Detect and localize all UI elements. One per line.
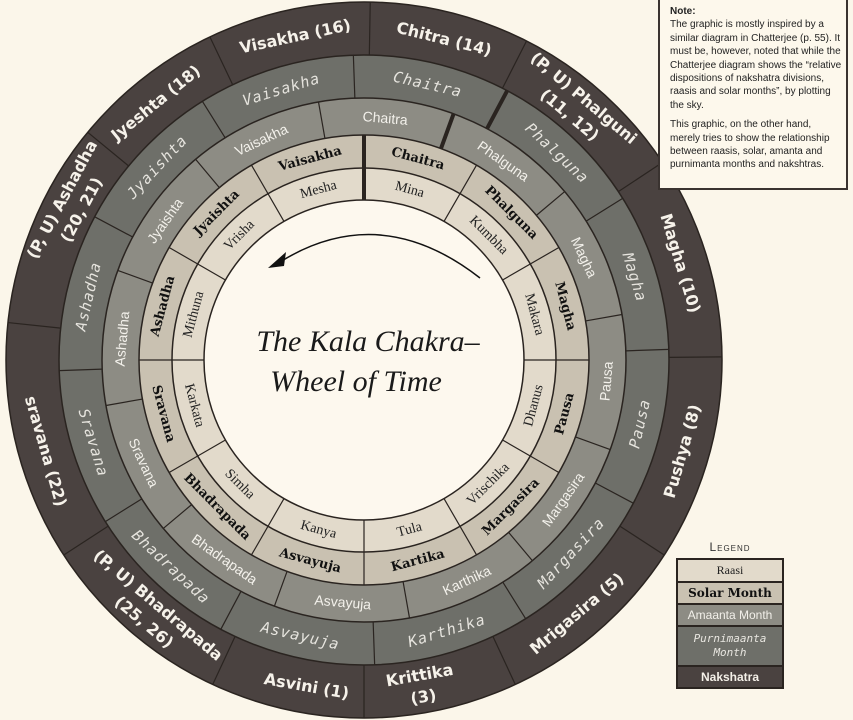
purnimanta-divider [372,621,376,665]
amanta-month-label-text: Chaitra [362,108,409,128]
amanta-divider [535,191,566,216]
purnimanta-divider [485,89,509,130]
legend-purnimaanta-month: Purnimaanta Month [678,627,782,667]
purnimanta-divider [502,581,527,619]
amanta-month-label-text: Ashadha [112,310,133,367]
legend-raasi: Raasi [678,560,782,583]
amanta-divider [585,313,623,322]
raasi-solar-divider [443,164,478,222]
purnimanta-divider [220,591,242,630]
amanta-divider [575,436,611,451]
nakshatra-divider [63,525,109,556]
legend: Legend Raasi Solar Month Amaanta Month P… [676,540,784,689]
raasi-solar-divider [250,498,285,556]
purnimanta-divider [201,101,226,139]
legend-nakshatra: Nakshatra [678,667,782,687]
purnimanta-divider [595,482,634,504]
amanta-month-label-text: Pausa [596,360,615,401]
raasi-solar-divider [502,246,560,281]
purnimanta-divider [352,55,356,99]
amanta-divider [508,531,533,562]
amanta-month-label: Asvayuja [314,592,372,613]
amanta-month-label: Ashadha [112,310,133,367]
purnimanta-divider [59,368,103,372]
purnimanta-divider [94,216,133,238]
raasi-solar-divider [502,439,560,474]
note-paragraph-1: The graphic is mostly inspired by a simi… [670,19,842,111]
nakshatra-divider [368,2,371,56]
amanta-divider [117,269,153,284]
nakshatra-divider [209,36,234,85]
purnimanta-divider [105,498,143,523]
amanta-month-label-text: Asvayuja [314,592,372,613]
raasi-solar-divider [168,246,226,281]
nakshatra-divider [618,161,663,193]
amanta-month-label: Chaitra [362,108,409,128]
legend-amaanta-month: Amaanta Month [678,605,782,627]
note-heading: Note: [670,6,696,17]
raasi-label: Tula [395,519,424,540]
legend-box: Raasi Solar Month Amaanta Month Purnimaa… [676,558,784,689]
amanta-month-label: Pausa [596,360,615,401]
nakshatra-label-text: (3) [409,685,438,708]
amanta-divider [195,158,220,189]
amanta-divider [317,101,326,139]
nakshatra-divider [492,636,516,685]
direction-arrow [279,233,481,279]
raasi-solar-divider [168,439,226,474]
center-disc [203,199,525,521]
wheel-title-line-1: The Kala Chakra– [256,325,480,358]
raasi-solar-divider [250,164,285,222]
nakshatra-divider [501,40,528,89]
amanta-divider [273,571,288,607]
amanta-divider [439,113,456,150]
nakshatra-divider [87,131,130,167]
legend-title: Legend [709,540,751,554]
note-box: Note: The graphic is mostly inspired by … [658,0,848,190]
nakshatra-divider [619,525,665,556]
amanta-divider [162,504,193,529]
purnimanta-divider [585,197,623,222]
raasi-label-text: Tula [395,519,424,540]
wheel-title-line-2: Wheel of Time [270,365,442,398]
purnimanta-divider [625,348,669,352]
legend-solar-month: Solar Month [678,583,782,605]
amanta-divider [402,581,411,619]
nakshatra-divider [212,636,236,685]
amanta-divider [105,398,143,407]
nakshatra-divider [7,321,61,329]
note-paragraph-2: This graphic, on the other hand, merely … [670,119,830,171]
raasi-solar-divider [443,498,478,556]
arrowhead-icon [268,252,286,268]
